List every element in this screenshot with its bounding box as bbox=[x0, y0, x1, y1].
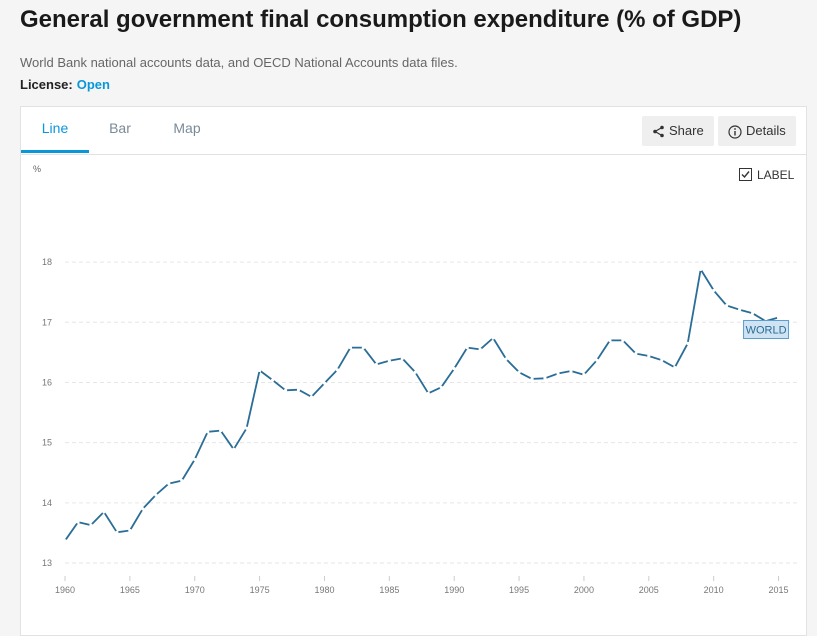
series-label-world: WORLD bbox=[746, 324, 787, 336]
y-tick-label: 16 bbox=[42, 377, 52, 387]
data-point bbox=[634, 352, 638, 356]
data-point bbox=[530, 377, 534, 381]
data-point bbox=[543, 376, 547, 380]
data-point bbox=[335, 368, 340, 372]
series-line-world bbox=[64, 268, 779, 542]
x-tick-label: 1970 bbox=[185, 585, 205, 595]
data-point bbox=[206, 430, 210, 434]
data-point bbox=[361, 345, 365, 350]
page-title: General government final consumption exp… bbox=[20, 6, 742, 33]
data-point bbox=[738, 308, 742, 312]
series-label-box bbox=[743, 319, 790, 339]
data-point bbox=[309, 395, 314, 399]
data-point bbox=[400, 356, 404, 361]
source-note: World Bank national accounts data, and O… bbox=[20, 55, 458, 70]
data-point bbox=[283, 388, 288, 392]
data-point bbox=[478, 347, 482, 351]
data-point bbox=[102, 510, 106, 514]
data-point bbox=[686, 341, 690, 345]
data-point bbox=[647, 354, 651, 358]
data-point bbox=[76, 520, 80, 524]
data-point bbox=[699, 267, 703, 271]
data-point bbox=[193, 457, 197, 462]
data-point bbox=[452, 367, 456, 371]
details-button[interactable]: Details bbox=[718, 116, 796, 146]
line-chart: 13 14 15 16 17 18 1960 1965 1970 1975 1980 1985 1990… bbox=[42, 257, 798, 595]
data-point bbox=[582, 373, 586, 377]
data-point bbox=[491, 336, 495, 340]
data-point bbox=[504, 357, 508, 361]
x-tick-label: 2005 bbox=[639, 585, 659, 595]
x-tick-label: 1975 bbox=[250, 585, 270, 595]
data-point bbox=[180, 478, 184, 483]
data-point bbox=[89, 523, 93, 527]
label-checkbox[interactable] bbox=[739, 168, 752, 181]
data-point bbox=[426, 391, 430, 395]
info-icon bbox=[728, 124, 742, 139]
data-point bbox=[673, 365, 677, 370]
data-point bbox=[517, 370, 521, 374]
data-point bbox=[712, 288, 716, 293]
data-point bbox=[245, 426, 249, 430]
data-point bbox=[569, 369, 573, 373]
data-point bbox=[270, 378, 275, 382]
data-point bbox=[776, 315, 781, 320]
data-point bbox=[595, 358, 599, 362]
data-point bbox=[750, 311, 755, 315]
license-link[interactable]: Open bbox=[76, 77, 110, 92]
data-point bbox=[128, 528, 132, 533]
x-tick-label: 2000 bbox=[574, 585, 594, 595]
data-point bbox=[465, 345, 469, 350]
y-tick-label: 17 bbox=[42, 317, 52, 327]
license-line: License: Open bbox=[20, 77, 110, 92]
data-point bbox=[387, 359, 391, 363]
data-point bbox=[115, 530, 119, 534]
y-tick-label: 15 bbox=[42, 438, 52, 448]
share-button[interactable]: Share bbox=[642, 116, 714, 146]
license-label: License: bbox=[20, 77, 73, 92]
details-label: Details bbox=[746, 123, 786, 138]
chart-panel: Line Bar Map Share Details % LABEL 13 14 1… bbox=[20, 106, 807, 636]
x-tick-label: 1995 bbox=[509, 585, 529, 595]
data-point bbox=[63, 539, 67, 543]
x-tick-label: 1990 bbox=[444, 585, 464, 595]
data-point bbox=[374, 362, 378, 367]
tab-map[interactable]: Map bbox=[173, 120, 201, 136]
data-point bbox=[219, 429, 223, 433]
data-point bbox=[141, 507, 145, 511]
data-point bbox=[154, 493, 158, 497]
data-point bbox=[258, 368, 262, 373]
x-tick-label: 1980 bbox=[314, 585, 334, 595]
label-toggle[interactable]: LABEL bbox=[739, 168, 794, 182]
y-tick-label: 13 bbox=[42, 558, 52, 568]
x-tick-label: 1960 bbox=[55, 585, 75, 595]
data-point bbox=[322, 381, 327, 385]
data-point bbox=[725, 303, 729, 308]
x-tick-label: 1985 bbox=[379, 585, 399, 595]
data-point bbox=[439, 385, 443, 389]
y-tick-label: 14 bbox=[42, 498, 52, 508]
share-icon bbox=[652, 125, 665, 138]
data-point bbox=[348, 345, 353, 350]
data-point bbox=[608, 338, 612, 342]
x-tick-label: 2010 bbox=[704, 585, 724, 595]
data-point bbox=[413, 370, 417, 374]
data-point bbox=[621, 338, 625, 342]
data-point bbox=[167, 481, 171, 486]
data-point bbox=[556, 371, 560, 376]
data-point bbox=[660, 358, 664, 362]
y-axis-unit: % bbox=[33, 164, 42, 174]
data-point bbox=[296, 388, 301, 392]
label-toggle-text: LABEL bbox=[757, 168, 795, 182]
tab-line[interactable]: Line bbox=[21, 107, 89, 153]
data-point bbox=[232, 447, 236, 451]
x-tick-label: 2015 bbox=[769, 585, 789, 595]
tab-bar[interactable]: Bar bbox=[109, 120, 131, 136]
x-tick-label: 1965 bbox=[120, 585, 140, 595]
y-tick-label: 18 bbox=[42, 257, 52, 267]
share-label: Share bbox=[669, 123, 704, 138]
chart-tabs: Line Bar Map Share Details bbox=[21, 107, 806, 155]
